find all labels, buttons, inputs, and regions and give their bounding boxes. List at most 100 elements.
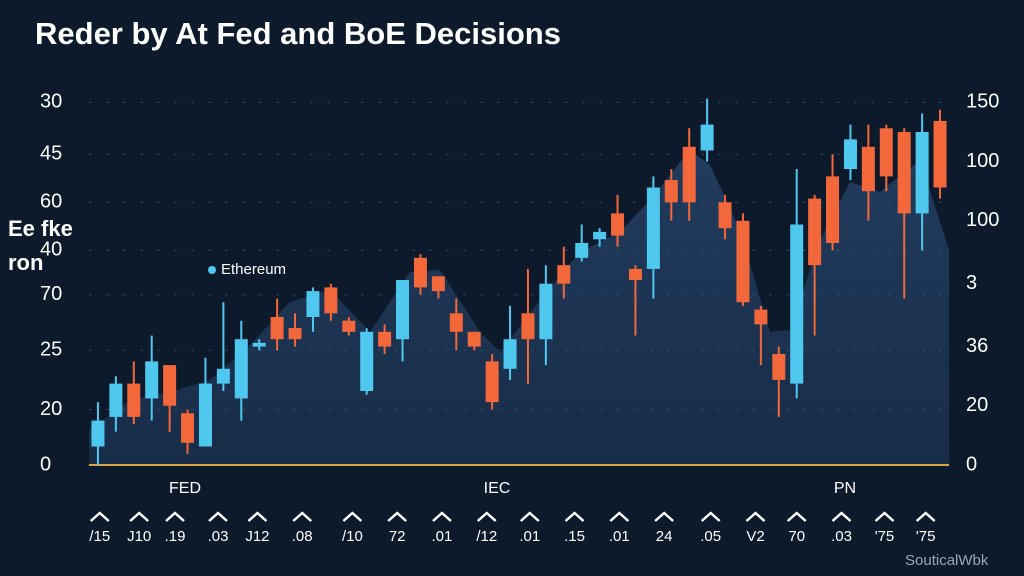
tick-icon <box>915 511 936 522</box>
x-tick-label: .05 <box>700 528 721 545</box>
candle-body <box>431 276 445 292</box>
candle-body <box>879 128 893 177</box>
x-tick-label: /10 <box>342 528 363 545</box>
candle-body <box>396 280 410 340</box>
candle-body <box>467 331 481 347</box>
candle-body <box>252 342 266 347</box>
candle-body <box>163 365 177 406</box>
y-tick-label: 40 <box>40 239 62 261</box>
candle-body <box>933 120 947 188</box>
tick-icon <box>247 511 268 522</box>
candle-body <box>646 187 660 269</box>
candle-body <box>843 139 857 169</box>
candle-body <box>611 213 625 236</box>
tick-icon <box>129 511 149 522</box>
y-tick-label: 0 <box>40 453 51 475</box>
candle-body <box>127 383 141 417</box>
candle-body <box>861 146 875 192</box>
y2-tick-label: 100 <box>966 209 999 231</box>
x-tick-label: .03 <box>831 528 852 545</box>
candle-body <box>557 265 571 284</box>
y2-tick-label: 36 <box>966 335 988 357</box>
candle-body <box>324 287 338 314</box>
x-tick-label: .01 <box>519 528 540 545</box>
candle-body <box>826 176 840 243</box>
tick-icon <box>874 511 895 522</box>
annotation: FED <box>169 480 201 497</box>
x-tick-label: V2 <box>746 528 764 545</box>
tick-icon <box>476 511 497 522</box>
candle-body <box>503 339 517 369</box>
candle-body <box>198 383 212 447</box>
x-tick-label: .19 <box>165 528 186 545</box>
tick-icon <box>564 511 585 522</box>
y-tick-label: 60 <box>40 191 62 213</box>
chart-title: Reder by At Fed and BoE Decisions <box>35 16 561 51</box>
x-tick-label: '75 <box>875 528 895 545</box>
x-tick-label: '75 <box>916 528 936 545</box>
tick-icon <box>387 511 407 522</box>
tick-icon <box>89 511 110 522</box>
candle-body <box>521 313 535 340</box>
candle-body <box>593 231 607 240</box>
candle-body <box>181 413 195 443</box>
candle-body <box>91 420 105 447</box>
tick-icon <box>700 511 721 522</box>
y2-tick-label: 100 <box>966 150 999 172</box>
candle-body <box>485 361 499 403</box>
y2-tick-label: 0 <box>966 453 977 475</box>
x-tick-label: 24 <box>656 528 673 545</box>
y-tick-label: 70 <box>40 283 62 305</box>
candle-body <box>378 331 392 347</box>
tick-icon <box>432 511 452 522</box>
candle-body <box>897 132 911 214</box>
tick-icon <box>342 511 363 522</box>
candle-body <box>664 180 678 203</box>
y-tick-label: 20 <box>40 398 62 420</box>
background-area <box>89 150 949 465</box>
candle-body <box>145 361 159 399</box>
watermark: SouticalWbk <box>905 552 989 569</box>
candle-body <box>808 198 822 266</box>
x-tick-label: .01 <box>432 528 453 545</box>
x-tick-label: J12 <box>245 528 269 545</box>
tick-icon <box>654 511 674 522</box>
x-tick-label: /15 <box>89 528 110 545</box>
candle-body <box>539 283 553 340</box>
candle-body <box>216 368 230 384</box>
candle-body <box>270 317 284 340</box>
x-tick-label: .08 <box>292 528 313 545</box>
x-tick-label: .15 <box>564 528 585 545</box>
y2-tick-label: 3 <box>966 272 977 294</box>
candle-body <box>772 354 786 380</box>
candle-body <box>718 202 732 229</box>
annotation: PN <box>834 480 856 497</box>
tick-icon <box>831 511 852 522</box>
candle-body <box>790 224 804 384</box>
y2-tick-label: 20 <box>966 394 988 416</box>
candle-body <box>682 146 696 203</box>
candle-body <box>234 339 248 399</box>
tick-icon <box>609 511 630 522</box>
tick-icon <box>786 511 807 522</box>
legend-label: Ethereum <box>221 261 286 278</box>
candle-body <box>342 320 356 332</box>
tick-icon <box>165 511 185 522</box>
tick-icon <box>519 511 540 522</box>
y-axis-label: Ee fke ron <box>8 216 73 275</box>
candle-body <box>575 243 589 258</box>
candle-body <box>449 313 463 332</box>
candle-body <box>306 291 320 317</box>
tick-icon <box>745 511 766 522</box>
candle-body <box>736 220 750 303</box>
x-tick-label: /12 <box>476 528 497 545</box>
y-tick-label: 25 <box>40 339 62 361</box>
annotation: IEC <box>484 480 511 497</box>
tick-icon <box>292 511 313 522</box>
candle-body <box>700 124 714 151</box>
y2-tick-label: 150 <box>966 91 999 113</box>
candle-body <box>754 309 768 325</box>
candle-body <box>288 328 302 340</box>
